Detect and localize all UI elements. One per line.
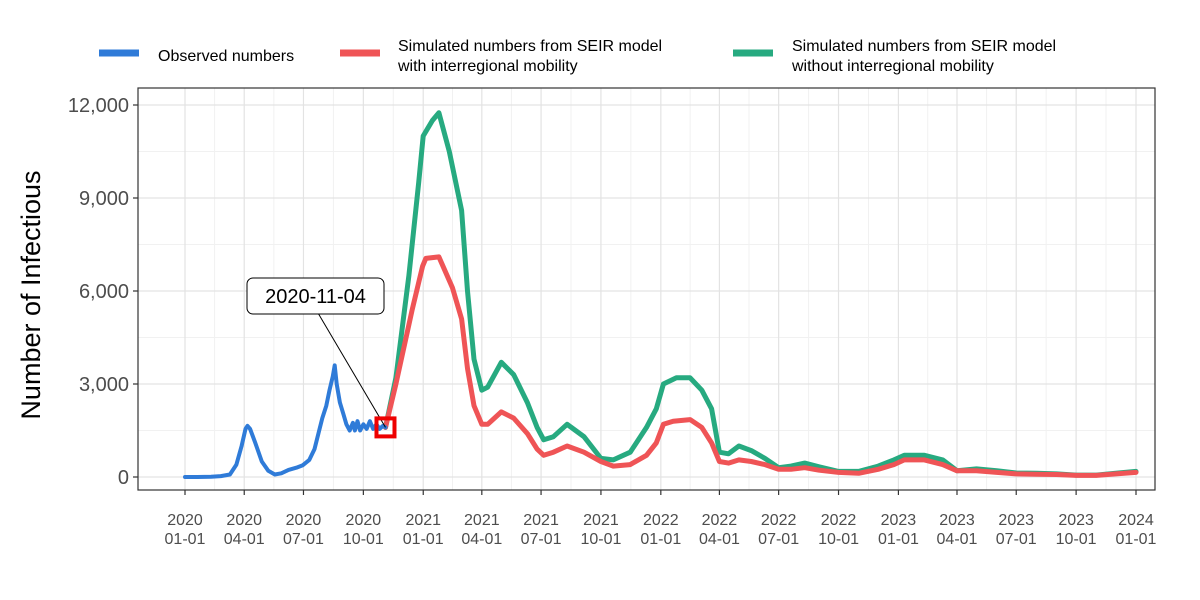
plot-border xyxy=(137,87,1156,491)
axes: 0 3,000 6,000 9,000 12,000 2020 01-01 2020 04-01… xyxy=(68,87,1157,548)
x-tick-label: 2021 07-01 xyxy=(521,512,562,548)
legend-label-1: Simulated numbers from SEIR model with in… xyxy=(397,38,662,75)
legend-label-0: Observed numbers xyxy=(158,48,294,65)
x-tick-label: 2020 04-01 xyxy=(224,512,265,548)
x-tick-label: 2020 10-01 xyxy=(343,512,384,548)
x-tick-label: 2023 04-01 xyxy=(937,512,978,548)
x-tick-label: 2021 04-01 xyxy=(461,512,502,548)
x-tick-label: 2024 01-01 xyxy=(1116,512,1157,548)
y-tick-label: 6,000 xyxy=(79,281,129,303)
series-line-1 xyxy=(383,254,1139,478)
annotation-leader-line xyxy=(317,312,386,428)
grid xyxy=(138,88,1155,490)
y-axis-label: Number of Infectious xyxy=(16,170,46,419)
annotation: 2020-11-04 xyxy=(246,277,397,439)
annotation-label-box xyxy=(246,277,385,315)
annotation-label: 2020-11-04 xyxy=(265,286,366,308)
y-tick-label: 9,000 xyxy=(79,188,129,210)
y-tick-label: 12,000 xyxy=(68,95,129,117)
x-tick-label: 2023 10-01 xyxy=(1056,512,1097,548)
series-line-2 xyxy=(383,110,1139,478)
x-tick-label: 2020 01-01 xyxy=(165,512,206,548)
x-tick-label: 2022 04-01 xyxy=(699,512,740,548)
y-tick-label: 3,000 xyxy=(79,374,129,396)
legend-label-2: Simulated numbers from SEIR model without… xyxy=(791,38,1056,75)
x-tick-label: 2020 07-01 xyxy=(283,512,324,548)
x-tick-label: 2022 01-01 xyxy=(640,512,681,548)
x-tick-label: 2023 07-01 xyxy=(996,512,1037,548)
x-tick-label: 2022 07-01 xyxy=(758,512,799,548)
series-layer xyxy=(183,110,1139,479)
annotation-marker xyxy=(374,416,397,439)
x-tick-label: 2021 01-01 xyxy=(403,512,444,548)
x-tick-label: 2023 01-01 xyxy=(878,512,919,548)
x-tick-label: 2021 10-01 xyxy=(580,512,621,548)
legend: Observed numbers Simulated numbers from S… xyxy=(99,38,1056,75)
series-line-0 xyxy=(183,363,388,479)
x-tick-label: 2022 10-01 xyxy=(818,512,859,548)
y-tick-label: 0 xyxy=(118,467,129,489)
